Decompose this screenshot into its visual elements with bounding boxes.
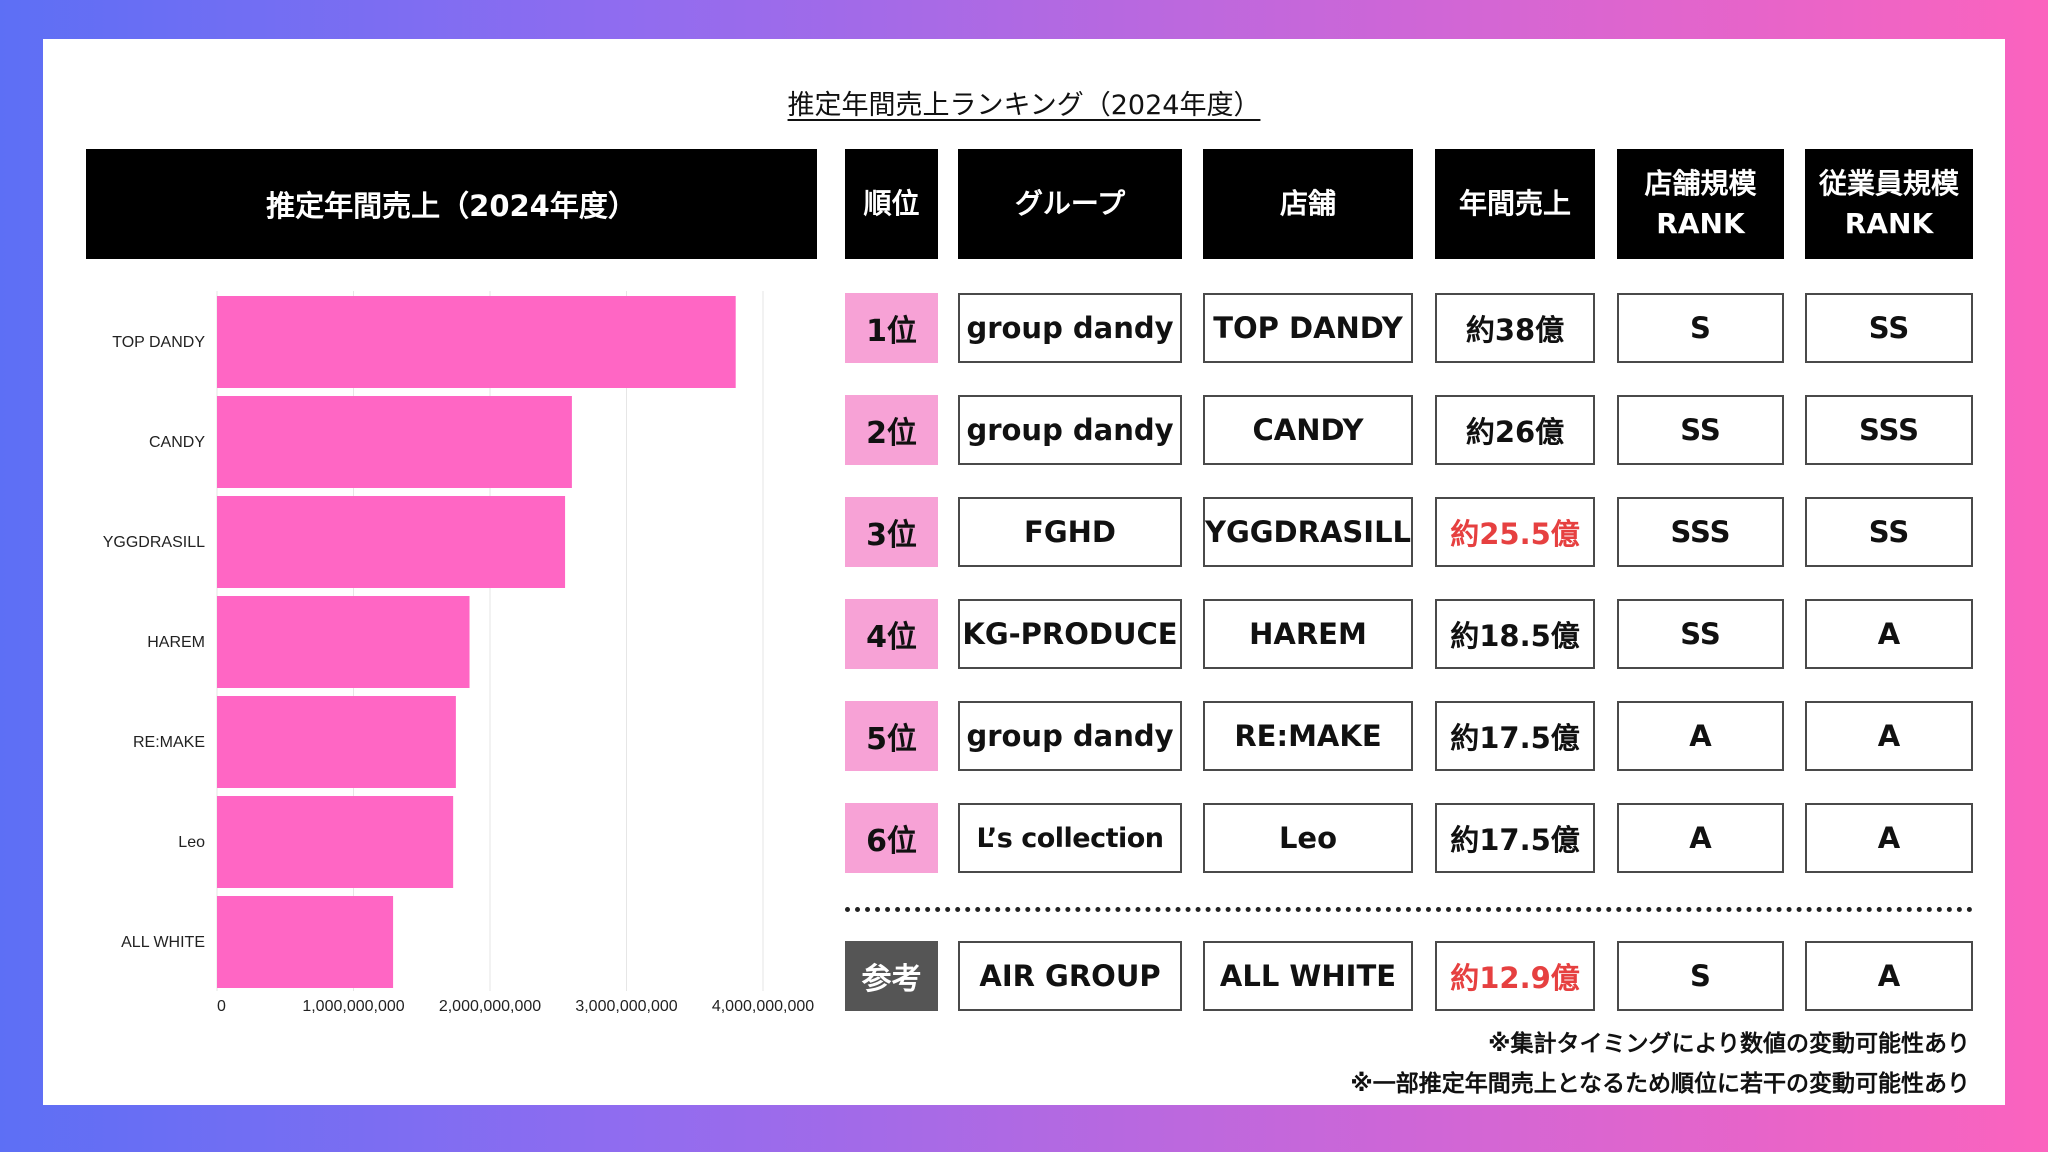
note-2: ※一部推定年間売上となるため順位に若干の変動可能性あり [1350, 1071, 1970, 1097]
chart-header: 推定年間売上（2024年度） [86, 149, 817, 259]
header-rank: 順位 [845, 149, 938, 259]
store-rank-cell: S [1617, 293, 1784, 363]
slide-card: 推定年間売上ランキング（2024年度） 推定年間売上（2024年度） 0 1,00… [43, 39, 2005, 1105]
staff-rank-cell: SS [1805, 497, 1973, 567]
store-rank-cell: A [1617, 803, 1784, 873]
store-cell: YGGDRASILL [1203, 497, 1413, 567]
rank-cell: 2位 [845, 395, 938, 465]
store-cell: HAREM [1203, 599, 1413, 669]
store-cell: CANDY [1203, 395, 1413, 465]
group-cell: KG-PRODUCE [958, 599, 1182, 669]
group-cell: L’s collection [958, 803, 1182, 873]
y-tick-label: CANDY [149, 434, 205, 451]
store-cell: TOP DANDY [1203, 293, 1413, 363]
sales-cell: 約12.9億 [1435, 941, 1595, 1011]
y-tick-label: Leo [178, 834, 205, 851]
store-rank-cell: S [1617, 941, 1784, 1011]
bar [217, 296, 736, 388]
header-sales: 年間売上 [1435, 149, 1595, 259]
sales-cell: 約17.5億 [1435, 701, 1595, 771]
rank-cell: 3位 [845, 497, 938, 567]
group-cell: FGHD [958, 497, 1182, 567]
rank-cell: 4位 [845, 599, 938, 669]
header-group: グループ [958, 149, 1182, 259]
note-1: ※集計タイミングにより数値の変動可能性あり [1488, 1031, 1970, 1057]
rank-cell: 1位 [845, 293, 938, 363]
store-rank-cell: A [1617, 701, 1784, 771]
bar-chart: 0 1,000,000,000 2,000,000,000 3,000,000,000… [103, 291, 814, 1015]
rank-cell: 6位 [845, 803, 938, 873]
x-tick-label: 2,000,000,000 [439, 998, 541, 1015]
store-rank-cell: SS [1617, 395, 1784, 465]
sales-cell: 約25.5億 [1435, 497, 1595, 567]
header-store-rank: 店舗規模 RANK [1617, 149, 1784, 259]
staff-rank-cell: A [1805, 803, 1973, 873]
bar [217, 596, 470, 688]
x-tick-label: 0 [217, 998, 226, 1015]
y-tick-label: HAREM [147, 634, 205, 651]
store-cell: Leo [1203, 803, 1413, 873]
bar [217, 696, 456, 788]
store-cell: ALL WHITE [1203, 941, 1413, 1011]
y-tick-label: RE:MAKE [133, 734, 205, 751]
rank-cell: 参考 [845, 941, 938, 1011]
sales-cell: 約26億 [1435, 395, 1595, 465]
bar [217, 496, 566, 588]
header-store: 店舗 [1203, 149, 1413, 259]
x-tick-label: 1,000,000,000 [302, 998, 404, 1015]
staff-rank-cell: A [1805, 599, 1973, 669]
page-title: 推定年間売上ランキング（2024年度） [787, 90, 1261, 121]
staff-rank-cell: SS [1805, 293, 1973, 363]
store-rank-cell: SSS [1617, 497, 1784, 567]
rank-cell: 5位 [845, 701, 938, 771]
reference-divider [845, 907, 1973, 912]
x-tick-label: 3,000,000,000 [575, 998, 677, 1015]
header-staff-rank: 従業員規模 RANK [1805, 149, 1973, 259]
store-rank-cell: SS [1617, 599, 1784, 669]
group-cell: group dandy [958, 293, 1182, 363]
staff-rank-cell: A [1805, 941, 1973, 1011]
group-cell: group dandy [958, 701, 1182, 771]
store-cell: RE:MAKE [1203, 701, 1413, 771]
group-cell: group dandy [958, 395, 1182, 465]
staff-rank-cell: A [1805, 701, 1973, 771]
y-tick-label: ALL WHITE [121, 934, 205, 951]
sales-cell: 約38億 [1435, 293, 1595, 363]
y-tick-label: TOP DANDY [112, 334, 205, 351]
x-tick-label: 4,000,000,000 [712, 998, 814, 1015]
sales-cell: 約18.5億 [1435, 599, 1595, 669]
sales-cell: 約17.5億 [1435, 803, 1595, 873]
group-cell: AIR GROUP [958, 941, 1182, 1011]
bar [217, 396, 572, 488]
y-tick-label: YGGDRASILL [103, 534, 205, 551]
bar [217, 896, 394, 988]
bar [217, 796, 454, 888]
staff-rank-cell: SSS [1805, 395, 1973, 465]
